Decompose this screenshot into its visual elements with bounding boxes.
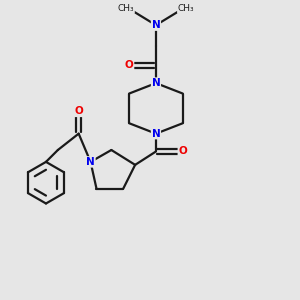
Text: N: N: [152, 20, 160, 30]
Text: N: N: [152, 78, 160, 88]
Text: N: N: [86, 157, 95, 167]
Text: N: N: [152, 129, 160, 139]
Text: CH₃: CH₃: [177, 4, 194, 13]
Text: O: O: [74, 106, 83, 116]
Text: O: O: [178, 146, 187, 157]
Text: CH₃: CH₃: [118, 4, 134, 13]
Text: O: O: [125, 60, 134, 70]
